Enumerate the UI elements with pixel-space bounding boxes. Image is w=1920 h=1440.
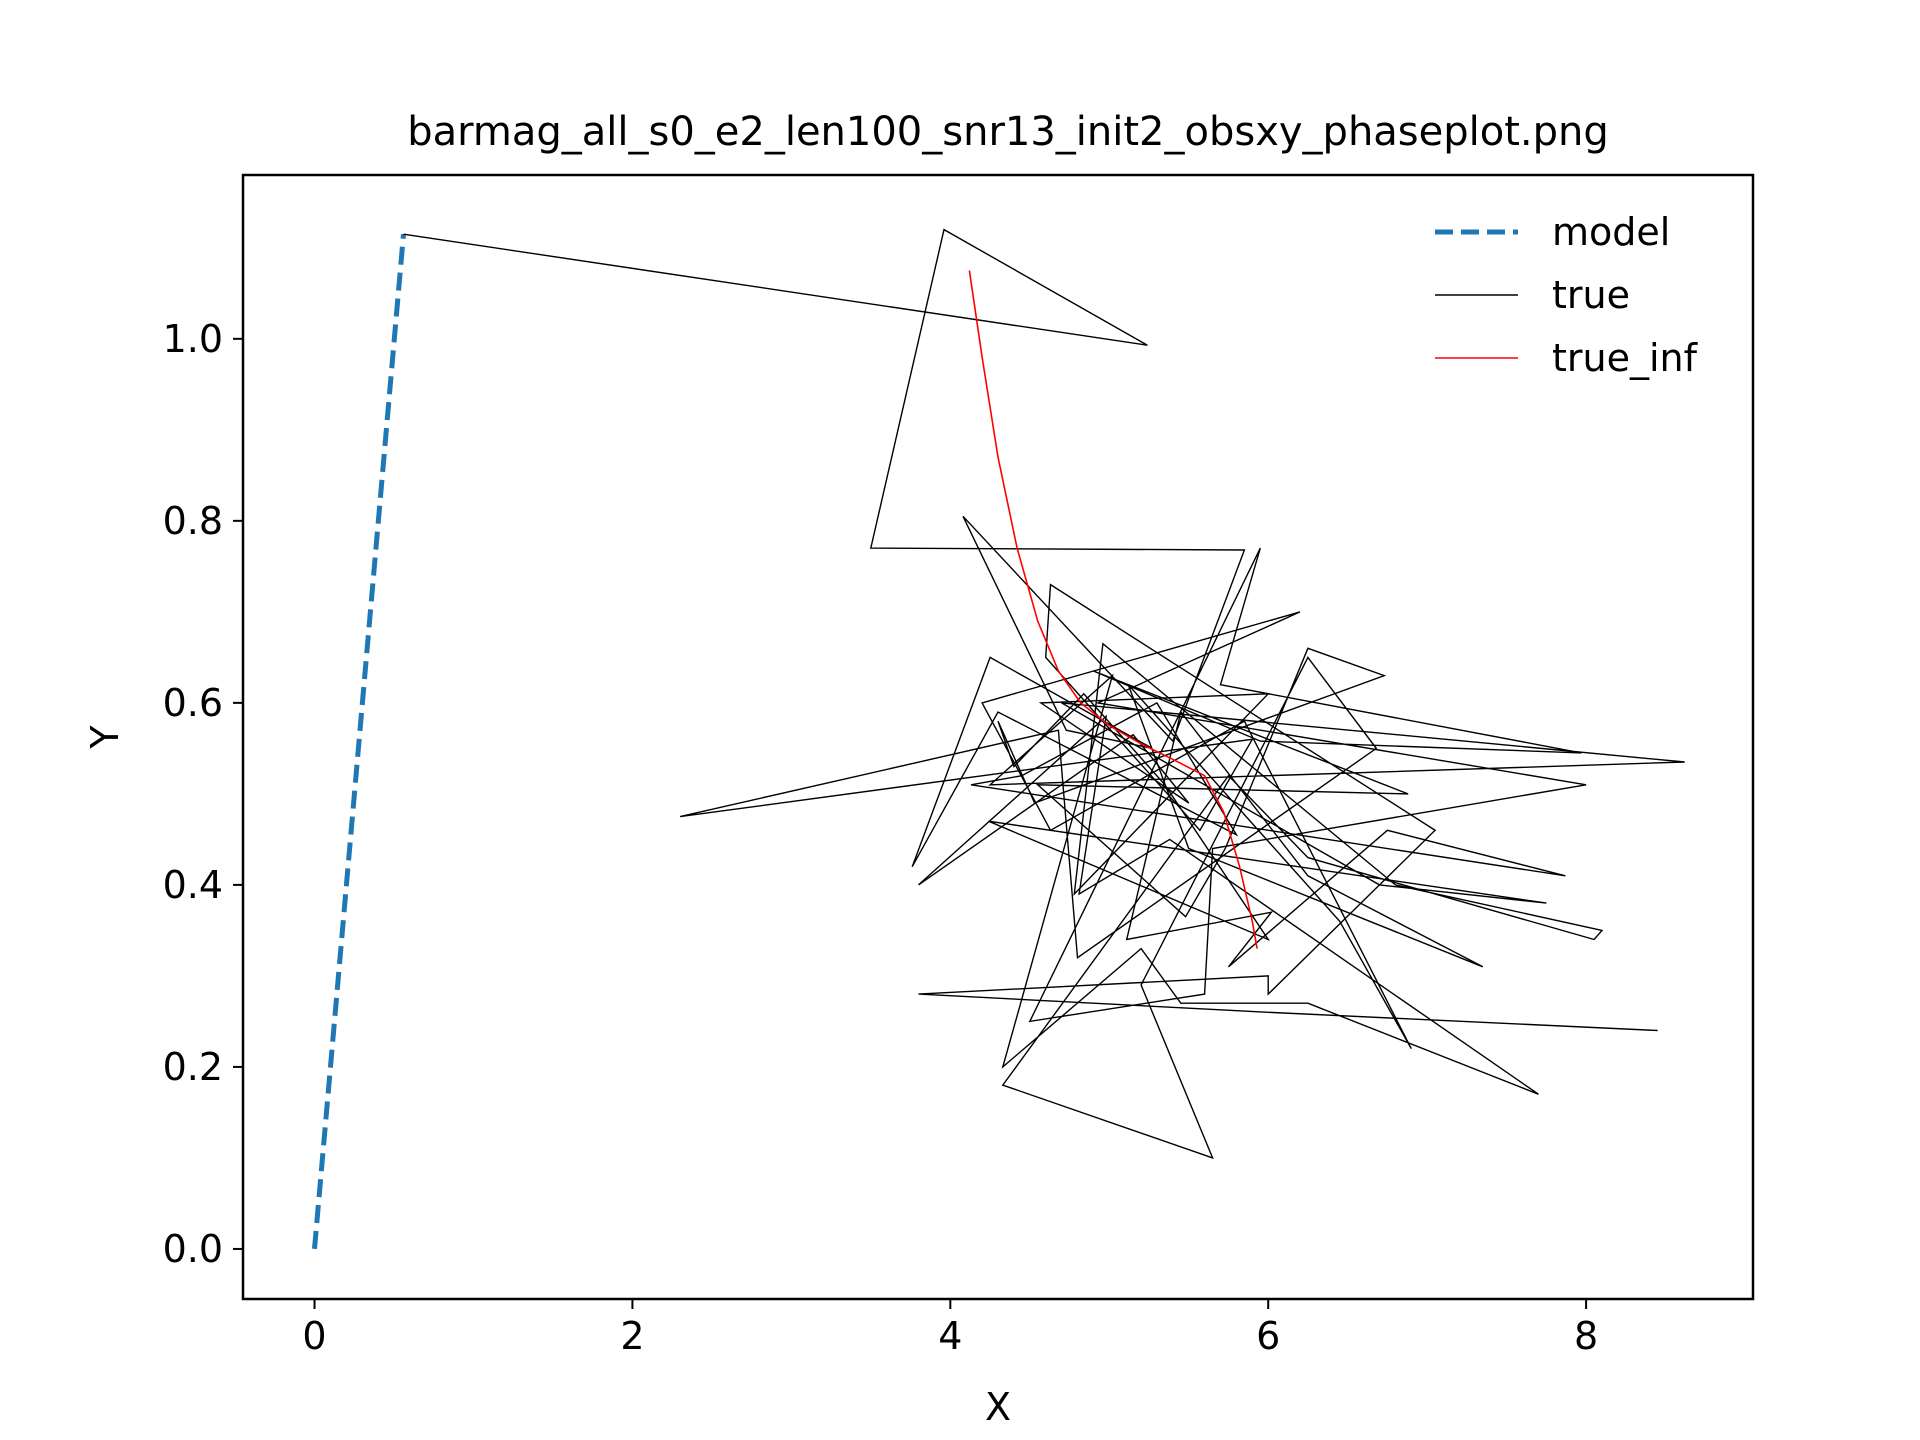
chart-title: barmag_all_s0_e2_len100_snr13_init2_obsx… [407,109,1609,155]
legend: model true true_inf [1435,210,1699,380]
series-line-true [403,228,1685,1160]
legend-entry-model: model [1435,210,1670,254]
series-line-model [312,233,406,1250]
legend-entry-true-inf: true_inf [1435,336,1699,380]
y-axis-label: Y [83,725,127,750]
plot-series-layer [312,228,1685,1250]
plot-area-frame [241,173,1755,1301]
y-tick-label: 0.8 [163,499,223,543]
legend-entry-true: true [1435,273,1630,317]
y-tick-label: 0.6 [163,681,223,725]
y-tick-label: 0.2 [163,1045,223,1089]
x-axis-label: X [985,1385,1011,1429]
y-tick-label: 0.4 [163,863,223,907]
x-tick-label: 8 [1574,1314,1598,1358]
legend-label-true-inf: true_inf [1552,336,1699,380]
y-tick-label: 1.0 [163,317,223,361]
x-tick-label: 4 [938,1314,962,1358]
x-tick-label: 2 [620,1314,644,1358]
x-axis-ticks: 0 2 4 6 8 [302,1299,1598,1358]
legend-label-model: model [1552,210,1670,254]
x-tick-label: 0 [302,1314,326,1358]
x-tick-label: 6 [1256,1314,1280,1358]
y-axis-ticks: 0.0 0.2 0.4 0.6 0.8 1.0 [163,317,243,1271]
y-tick-label: 0.0 [163,1227,223,1271]
series-line-true-inf [968,270,1258,949]
legend-label-true: true [1552,273,1630,317]
